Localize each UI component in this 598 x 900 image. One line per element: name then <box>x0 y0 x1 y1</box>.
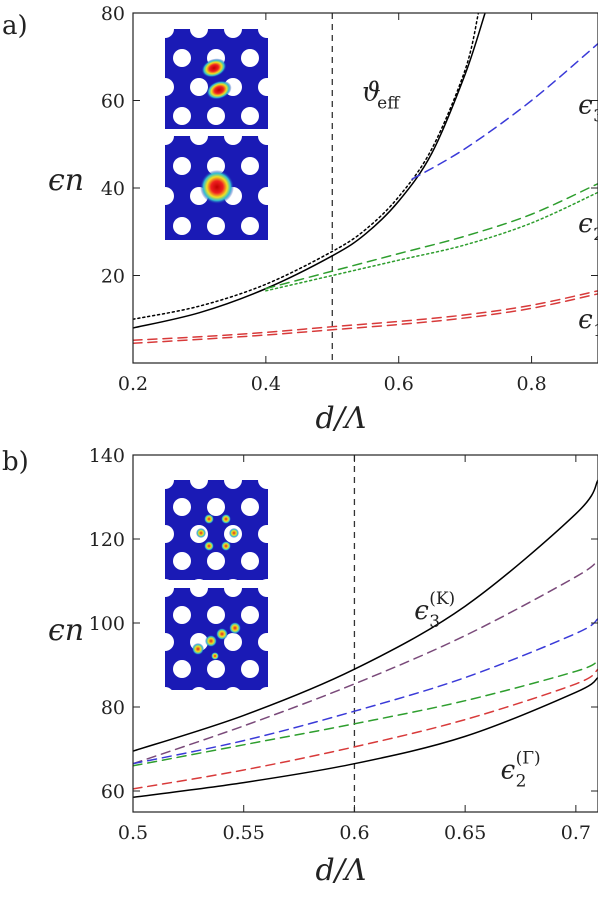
y-tick-label: 20 <box>101 266 125 288</box>
panel-b-ticks: 0.5 0.55 0.6 0.65 0.7 60 80 100 120 140 <box>89 445 598 844</box>
y-tick-label: 120 <box>89 529 125 551</box>
y-tick-label: 40 <box>101 178 125 200</box>
panel-a-insets <box>165 29 268 240</box>
svg-text:eff: eff <box>377 94 401 114</box>
y-tick-label: 60 <box>101 781 125 803</box>
series-line-1 <box>133 479 598 752</box>
x-tick-label: 0.65 <box>444 822 486 844</box>
svg-text:2: 2 <box>516 771 527 791</box>
svg-text:ϵ: ϵ <box>414 596 429 626</box>
series-line-6 <box>133 676 598 799</box>
series-line-3 <box>411 42 598 180</box>
series-line-1 <box>133 13 486 329</box>
series-line-7 <box>133 293 598 345</box>
panel-b-annotations: ϵ 3(K)ϵ 2(Γ) <box>414 589 540 792</box>
y-tick-label: 100 <box>89 613 125 635</box>
curve-label: ϵ3 <box>578 91 598 127</box>
svg-text:ϵ: ϵ <box>501 755 516 785</box>
panel-b-ylabel: ϵn <box>48 613 84 648</box>
curve-label: ϵ2 <box>578 209 598 245</box>
series-line-4 <box>265 182 598 290</box>
x-tick-label: 0.5 <box>118 822 148 844</box>
svg-text:ϵ: ϵ <box>578 305 593 335</box>
x-tick-label: 0.8 <box>516 373 546 395</box>
curve-label: ϵ 2 (Γ) <box>501 748 541 791</box>
panel-a-label: a) <box>2 11 28 41</box>
y-tick-label: 80 <box>101 3 125 25</box>
mode-image-bottom <box>165 136 268 240</box>
series-line-5 <box>133 668 598 790</box>
svg-text:ϵ: ϵ <box>578 209 593 239</box>
svg-text:(K): (K) <box>429 589 455 609</box>
x-tick-label: 0.4 <box>251 373 281 395</box>
series-line-5 <box>265 191 598 292</box>
x-tick-label: 0.6 <box>384 373 414 395</box>
series-line-3 <box>133 618 598 765</box>
mode-image-b-bottom <box>165 588 268 690</box>
curve-label: ϵ1 <box>578 305 598 341</box>
panel-a-xlabel: d/Λ <box>316 401 367 436</box>
panel-a-ylabel: ϵn <box>48 163 84 198</box>
series-line-4 <box>133 660 598 767</box>
y-tick-label: 60 <box>101 91 125 113</box>
panel-b-insets <box>165 480 268 690</box>
panel-b: b) 0.5 0.55 0.6 <box>2 445 598 888</box>
svg-text:3: 3 <box>429 612 440 632</box>
panel-b-series <box>133 455 598 812</box>
panel-b-frame <box>132 454 598 813</box>
series-line-2 <box>133 559 598 765</box>
x-tick-label: 0.55 <box>223 822 265 844</box>
mode-image-top <box>165 29 268 129</box>
series-line-2 <box>133 13 480 320</box>
mode-image-b-top <box>165 480 268 580</box>
y-tick-label: 80 <box>101 697 125 719</box>
svg-text:ϑ: ϑ <box>362 78 381 108</box>
x-tick-label: 0.6 <box>339 822 369 844</box>
panel-b-xlabel: d/Λ <box>316 853 367 888</box>
svg-text:2: 2 <box>593 225 598 245</box>
series-line-6 <box>133 290 598 341</box>
x-tick-label: 0.7 <box>561 822 591 844</box>
svg-text:ϵ: ϵ <box>578 91 593 121</box>
panel-a-ticks: 0.2 0.4 0.6 0.8 20 40 60 80 <box>101 3 598 395</box>
panel-a-series <box>133 13 598 363</box>
svg-text:(Γ): (Γ) <box>516 748 541 768</box>
svg-text:3: 3 <box>593 107 598 127</box>
y-tick-label: 140 <box>89 445 125 467</box>
svg-text:1: 1 <box>593 321 598 341</box>
curve-label: ϵ 3 (K) <box>414 589 455 632</box>
panel-b-label: b) <box>2 447 29 477</box>
panel-a-annotations: ϑeffϵ3ϵ2ϵ1 <box>362 78 598 342</box>
x-tick-label: 0.2 <box>118 373 148 395</box>
